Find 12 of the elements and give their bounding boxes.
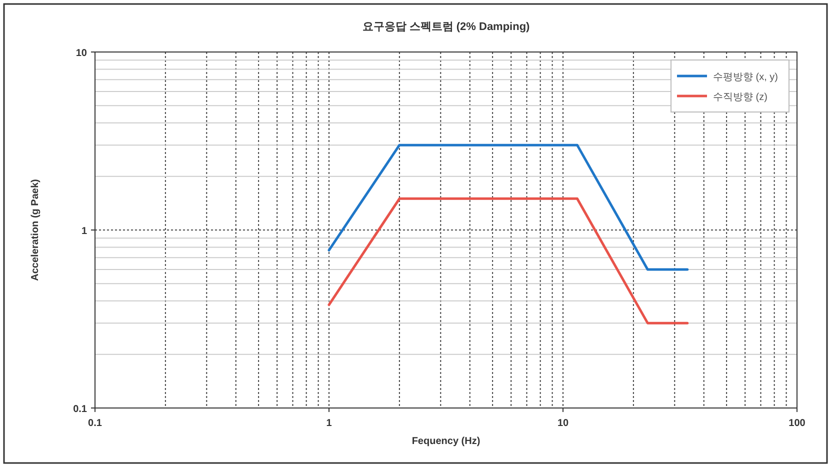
x-tick-label: 10 [557, 418, 569, 429]
y-tick-label: 0.1 [73, 404, 88, 415]
x-tick-label: 1 [326, 418, 332, 429]
x-tick-label: 0.1 [88, 418, 102, 429]
legend-label: 수직방향 (z) [713, 92, 768, 103]
y-tick-label: 10 [76, 48, 88, 59]
x-tick-label: 100 [788, 418, 806, 429]
y-tick-label: 1 [81, 226, 88, 237]
legend-label: 수평방향 (x, y) [713, 72, 778, 83]
chart-title: 요구응답 스펙트럼 (2% Damping) [362, 21, 530, 33]
x-axis-title: Fequency (Hz) [412, 436, 480, 447]
y-axis-title: Acceleration (g Paek) [30, 179, 41, 281]
